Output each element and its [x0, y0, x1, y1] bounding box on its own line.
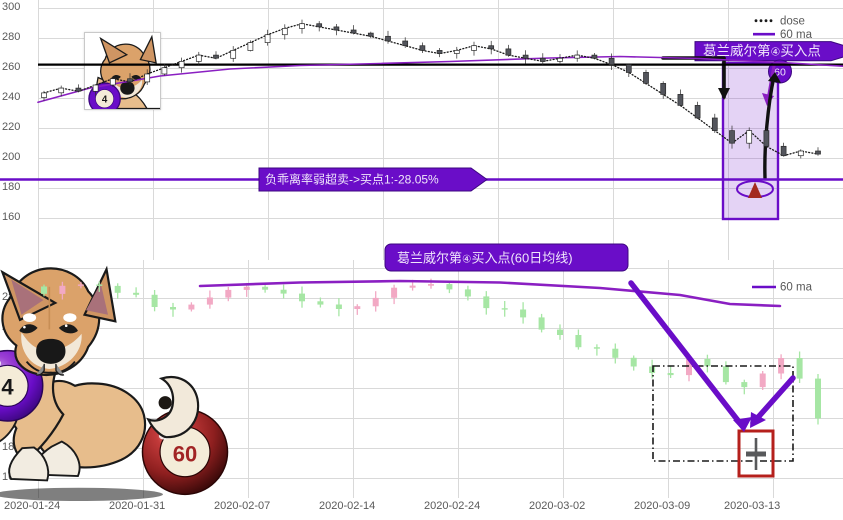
svg-text:60 ma: 60 ma — [780, 282, 813, 294]
svg-text:葛兰威尔第④买入点(60日均线): 葛兰威尔第④买入点(60日均线) — [397, 251, 573, 266]
svg-text:dose: dose — [780, 16, 805, 28]
svg-text:负乖离率弱超卖->买点1:-28.05%: 负乖离率弱超卖->买点1:-28.05% — [265, 172, 439, 187]
svg-text:葛兰威尔第④买入点: 葛兰威尔第④买入点 — [703, 43, 821, 59]
svg-text:60 ma: 60 ma — [780, 29, 813, 41]
